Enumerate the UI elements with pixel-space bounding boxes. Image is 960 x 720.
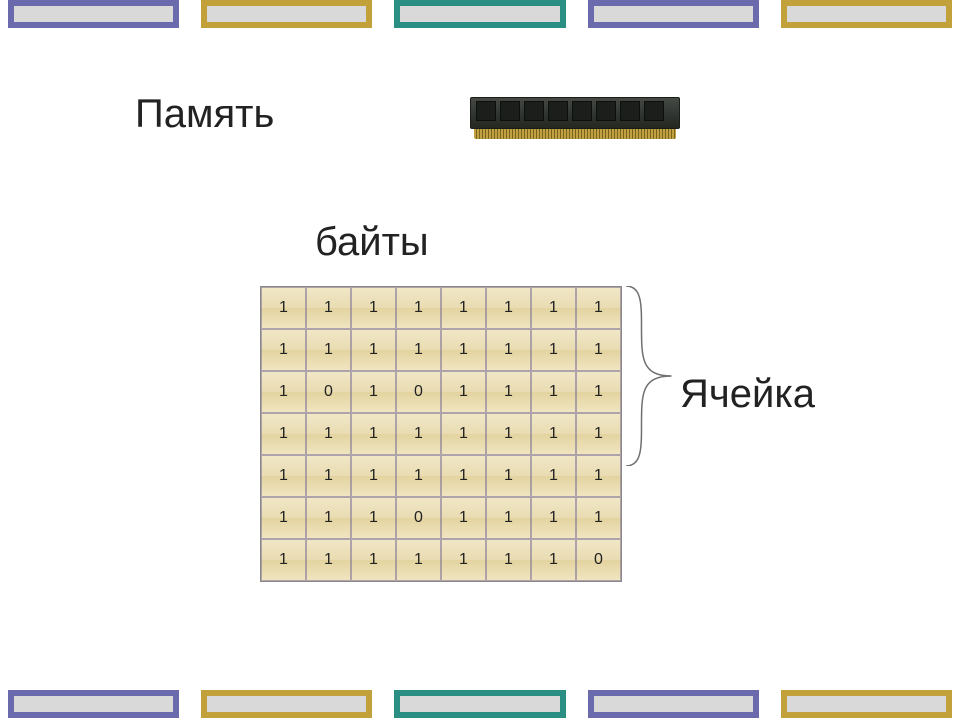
ram-chip [476,101,496,121]
border-segment-inner [787,6,946,22]
memory-bit-cell: 1 [576,455,621,497]
border-segment [394,0,565,28]
memory-bit-cell: 1 [531,371,576,413]
memory-bit-cell: 1 [576,329,621,371]
border-segment [394,690,565,718]
memory-bit-cell: 1 [261,371,306,413]
border-segment-inner [400,6,559,22]
border-segment [781,0,952,28]
memory-bit-cell: 1 [486,413,531,455]
memory-bit-cell: 1 [351,413,396,455]
memory-bit-cell: 1 [486,539,531,581]
memory-bit-cell: 1 [306,413,351,455]
memory-bit-cell: 1 [396,329,441,371]
title-memory: Память [135,92,274,137]
memory-bit-cell: 0 [576,539,621,581]
memory-bit-cell: 1 [351,329,396,371]
memory-bit-cell: 1 [531,539,576,581]
ram-chip [644,101,664,121]
border-segment-inner [594,696,753,712]
memory-bit-cell: 1 [531,455,576,497]
memory-bit-cell: 1 [576,287,621,329]
memory-bit-cell: 1 [531,497,576,539]
border-segment [8,690,179,718]
ram-chip [524,101,544,121]
memory-bit-cell: 1 [441,539,486,581]
label-cell: Ячейка [680,372,815,417]
ram-chip [500,101,520,121]
cell-brace [624,286,674,466]
memory-byte-table: 1111111111111111101011111111111111111111… [260,286,622,582]
memory-bit-cell: 1 [351,539,396,581]
memory-bit-cell: 1 [576,497,621,539]
border-segment [781,690,952,718]
border-segment-inner [207,696,366,712]
memory-bit-cell: 1 [261,413,306,455]
memory-bit-cell: 1 [531,287,576,329]
memory-bit-cell: 1 [306,455,351,497]
border-segment-inner [14,6,173,22]
memory-bit-cell: 1 [576,413,621,455]
brace-path [626,286,672,466]
border-segment [8,0,179,28]
memory-bit-cell: 1 [441,413,486,455]
memory-bit-cell: 1 [261,455,306,497]
border-segment [201,0,372,28]
border-segment-inner [400,696,559,712]
memory-bit-cell: 1 [486,329,531,371]
border-segment-inner [14,696,173,712]
memory-bit-cell: 1 [441,455,486,497]
ram-chip [596,101,616,121]
memory-bit-cell: 1 [531,329,576,371]
memory-bit-cell: 1 [306,539,351,581]
memory-bit-cell: 1 [486,497,531,539]
memory-bit-cell: 1 [396,287,441,329]
border-segment-inner [787,696,946,712]
memory-bit-cell: 0 [396,497,441,539]
ram-module-image [470,95,680,141]
memory-bit-cell: 1 [441,371,486,413]
memory-bit-cell: 1 [441,329,486,371]
memory-bit-cell: 1 [261,329,306,371]
memory-bit-cell: 1 [531,413,576,455]
slide-border-bottom [0,690,960,720]
memory-bit-cell: 1 [261,287,306,329]
slide-border-top [0,0,960,30]
memory-bit-cell: 1 [396,539,441,581]
memory-bit-cell: 1 [351,497,396,539]
memory-bit-cell: 1 [306,497,351,539]
memory-bit-cell: 1 [306,287,351,329]
memory-bit-cell: 1 [351,371,396,413]
memory-bit-cell: 1 [486,455,531,497]
title-bytes: байты [315,220,429,265]
memory-bit-cell: 1 [261,497,306,539]
ram-chip [620,101,640,121]
memory-bit-cell: 1 [261,539,306,581]
memory-bit-cell: 1 [486,371,531,413]
memory-bit-cell: 1 [441,497,486,539]
memory-bit-cell: 1 [306,329,351,371]
ram-chip [572,101,592,121]
memory-bit-cell: 1 [396,413,441,455]
memory-bit-cell: 1 [351,287,396,329]
memory-bit-cell: 1 [486,287,531,329]
memory-bit-cell: 1 [396,455,441,497]
memory-bit-cell: 1 [441,287,486,329]
memory-bit-cell: 0 [396,371,441,413]
memory-bit-cell: 1 [576,371,621,413]
memory-bit-cell: 0 [306,371,351,413]
ram-chip [548,101,568,121]
border-segment-inner [207,6,366,22]
ram-pins [474,129,676,139]
border-segment-inner [594,6,753,22]
border-segment [588,690,759,718]
border-segment [201,690,372,718]
memory-bit-cell: 1 [351,455,396,497]
border-segment [588,0,759,28]
